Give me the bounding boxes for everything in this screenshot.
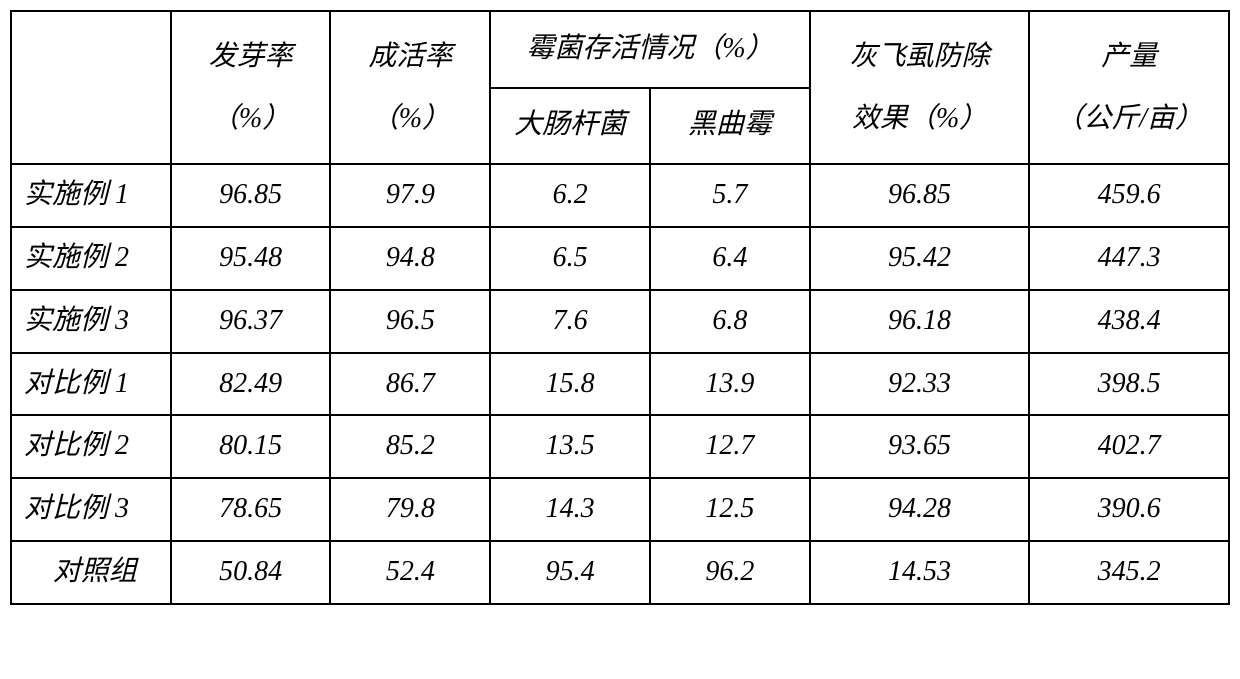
cell-value: 6.8 [650,290,810,353]
header-text: （%） [211,103,290,134]
cell-value: 79.8 [330,478,490,541]
cell-value: 459.6 [1029,164,1229,227]
cell-value: 447.3 [1029,227,1229,290]
cell-value: 398.5 [1029,353,1229,416]
header-text: 发芽率 [209,41,293,72]
cell-value: 6.4 [650,227,810,290]
table-row: 实施例 3 96.37 96.5 7.6 6.8 96.18 438.4 [11,290,1229,353]
cell-value: 95.4 [490,541,650,604]
header-text: 效果（%） [852,103,987,134]
cell-value: 13.5 [490,415,650,478]
cell-value: 93.65 [810,415,1030,478]
header-text: （公斤/亩） [1055,103,1203,134]
header-ecoli: 大肠杆菌 [490,88,650,165]
cell-value: 14.53 [810,541,1030,604]
table-row: 实施例 2 95.48 94.8 6.5 6.4 95.42 447.3 [11,227,1229,290]
table-body: 实施例 1 96.85 97.9 6.2 5.7 96.85 459.6 实施例… [11,164,1229,604]
cell-value: 5.7 [650,164,810,227]
cell-value: 345.2 [1029,541,1229,604]
cell-value: 12.5 [650,478,810,541]
table-header: 发芽率 （%） 成活率 （%） 霉菌存活情况（%） 灰飞虱防除 效果（%） 产量… [11,11,1229,164]
header-mold-survival-group: 霉菌存活情况（%） [490,11,809,88]
header-yield: 产量 （公斤/亩） [1029,11,1229,164]
cell-value: 15.8 [490,353,650,416]
header-text: 成活率 [368,41,452,72]
cell-value: 92.33 [810,353,1030,416]
row-label: 对比例 2 [11,415,171,478]
header-row-1: 发芽率 （%） 成活率 （%） 霉菌存活情况（%） 灰飞虱防除 效果（%） 产量… [11,11,1229,88]
header-germination-rate: 发芽率 （%） [171,11,331,164]
row-label: 对比例 1 [11,353,171,416]
cell-value: 96.18 [810,290,1030,353]
cell-value: 96.85 [171,164,331,227]
header-text: 灰飞虱防除 [849,41,989,72]
header-text: （%） [371,103,450,134]
header-pest-control: 灰飞虱防除 效果（%） [810,11,1030,164]
cell-value: 438.4 [1029,290,1229,353]
cell-value: 50.84 [171,541,331,604]
cell-value: 7.6 [490,290,650,353]
table-row: 实施例 1 96.85 97.9 6.2 5.7 96.85 459.6 [11,164,1229,227]
cell-value: 390.6 [1029,478,1229,541]
cell-value: 96.37 [171,290,331,353]
cell-value: 96.5 [330,290,490,353]
row-label: 对照组 [11,541,171,604]
row-label: 实施例 1 [11,164,171,227]
table-row: 对比例 3 78.65 79.8 14.3 12.5 94.28 390.6 [11,478,1229,541]
cell-value: 80.15 [171,415,331,478]
cell-value: 78.65 [171,478,331,541]
cell-value: 97.9 [330,164,490,227]
row-label: 实施例 3 [11,290,171,353]
table-row: 对比例 2 80.15 85.2 13.5 12.7 93.65 402.7 [11,415,1229,478]
row-label: 实施例 2 [11,227,171,290]
cell-value: 95.48 [171,227,331,290]
cell-value: 12.7 [650,415,810,478]
cell-value: 13.9 [650,353,810,416]
cell-value: 85.2 [330,415,490,478]
header-text: 产量 [1101,41,1157,72]
header-survival-rate: 成活率 （%） [330,11,490,164]
data-table: 发芽率 （%） 成活率 （%） 霉菌存活情况（%） 灰飞虱防除 效果（%） 产量… [10,10,1230,605]
table-row: 对比例 1 82.49 86.7 15.8 13.9 92.33 398.5 [11,353,1229,416]
cell-value: 95.42 [810,227,1030,290]
cell-value: 14.3 [490,478,650,541]
cell-value: 94.28 [810,478,1030,541]
cell-value: 82.49 [171,353,331,416]
cell-value: 6.5 [490,227,650,290]
cell-value: 52.4 [330,541,490,604]
header-blank [11,11,171,164]
header-aspergillus: 黑曲霉 [650,88,810,165]
cell-value: 6.2 [490,164,650,227]
cell-value: 96.85 [810,164,1030,227]
cell-value: 94.8 [330,227,490,290]
table-row: 对照组 50.84 52.4 95.4 96.2 14.53 345.2 [11,541,1229,604]
cell-value: 86.7 [330,353,490,416]
cell-value: 96.2 [650,541,810,604]
cell-value: 402.7 [1029,415,1229,478]
row-label: 对比例 3 [11,478,171,541]
